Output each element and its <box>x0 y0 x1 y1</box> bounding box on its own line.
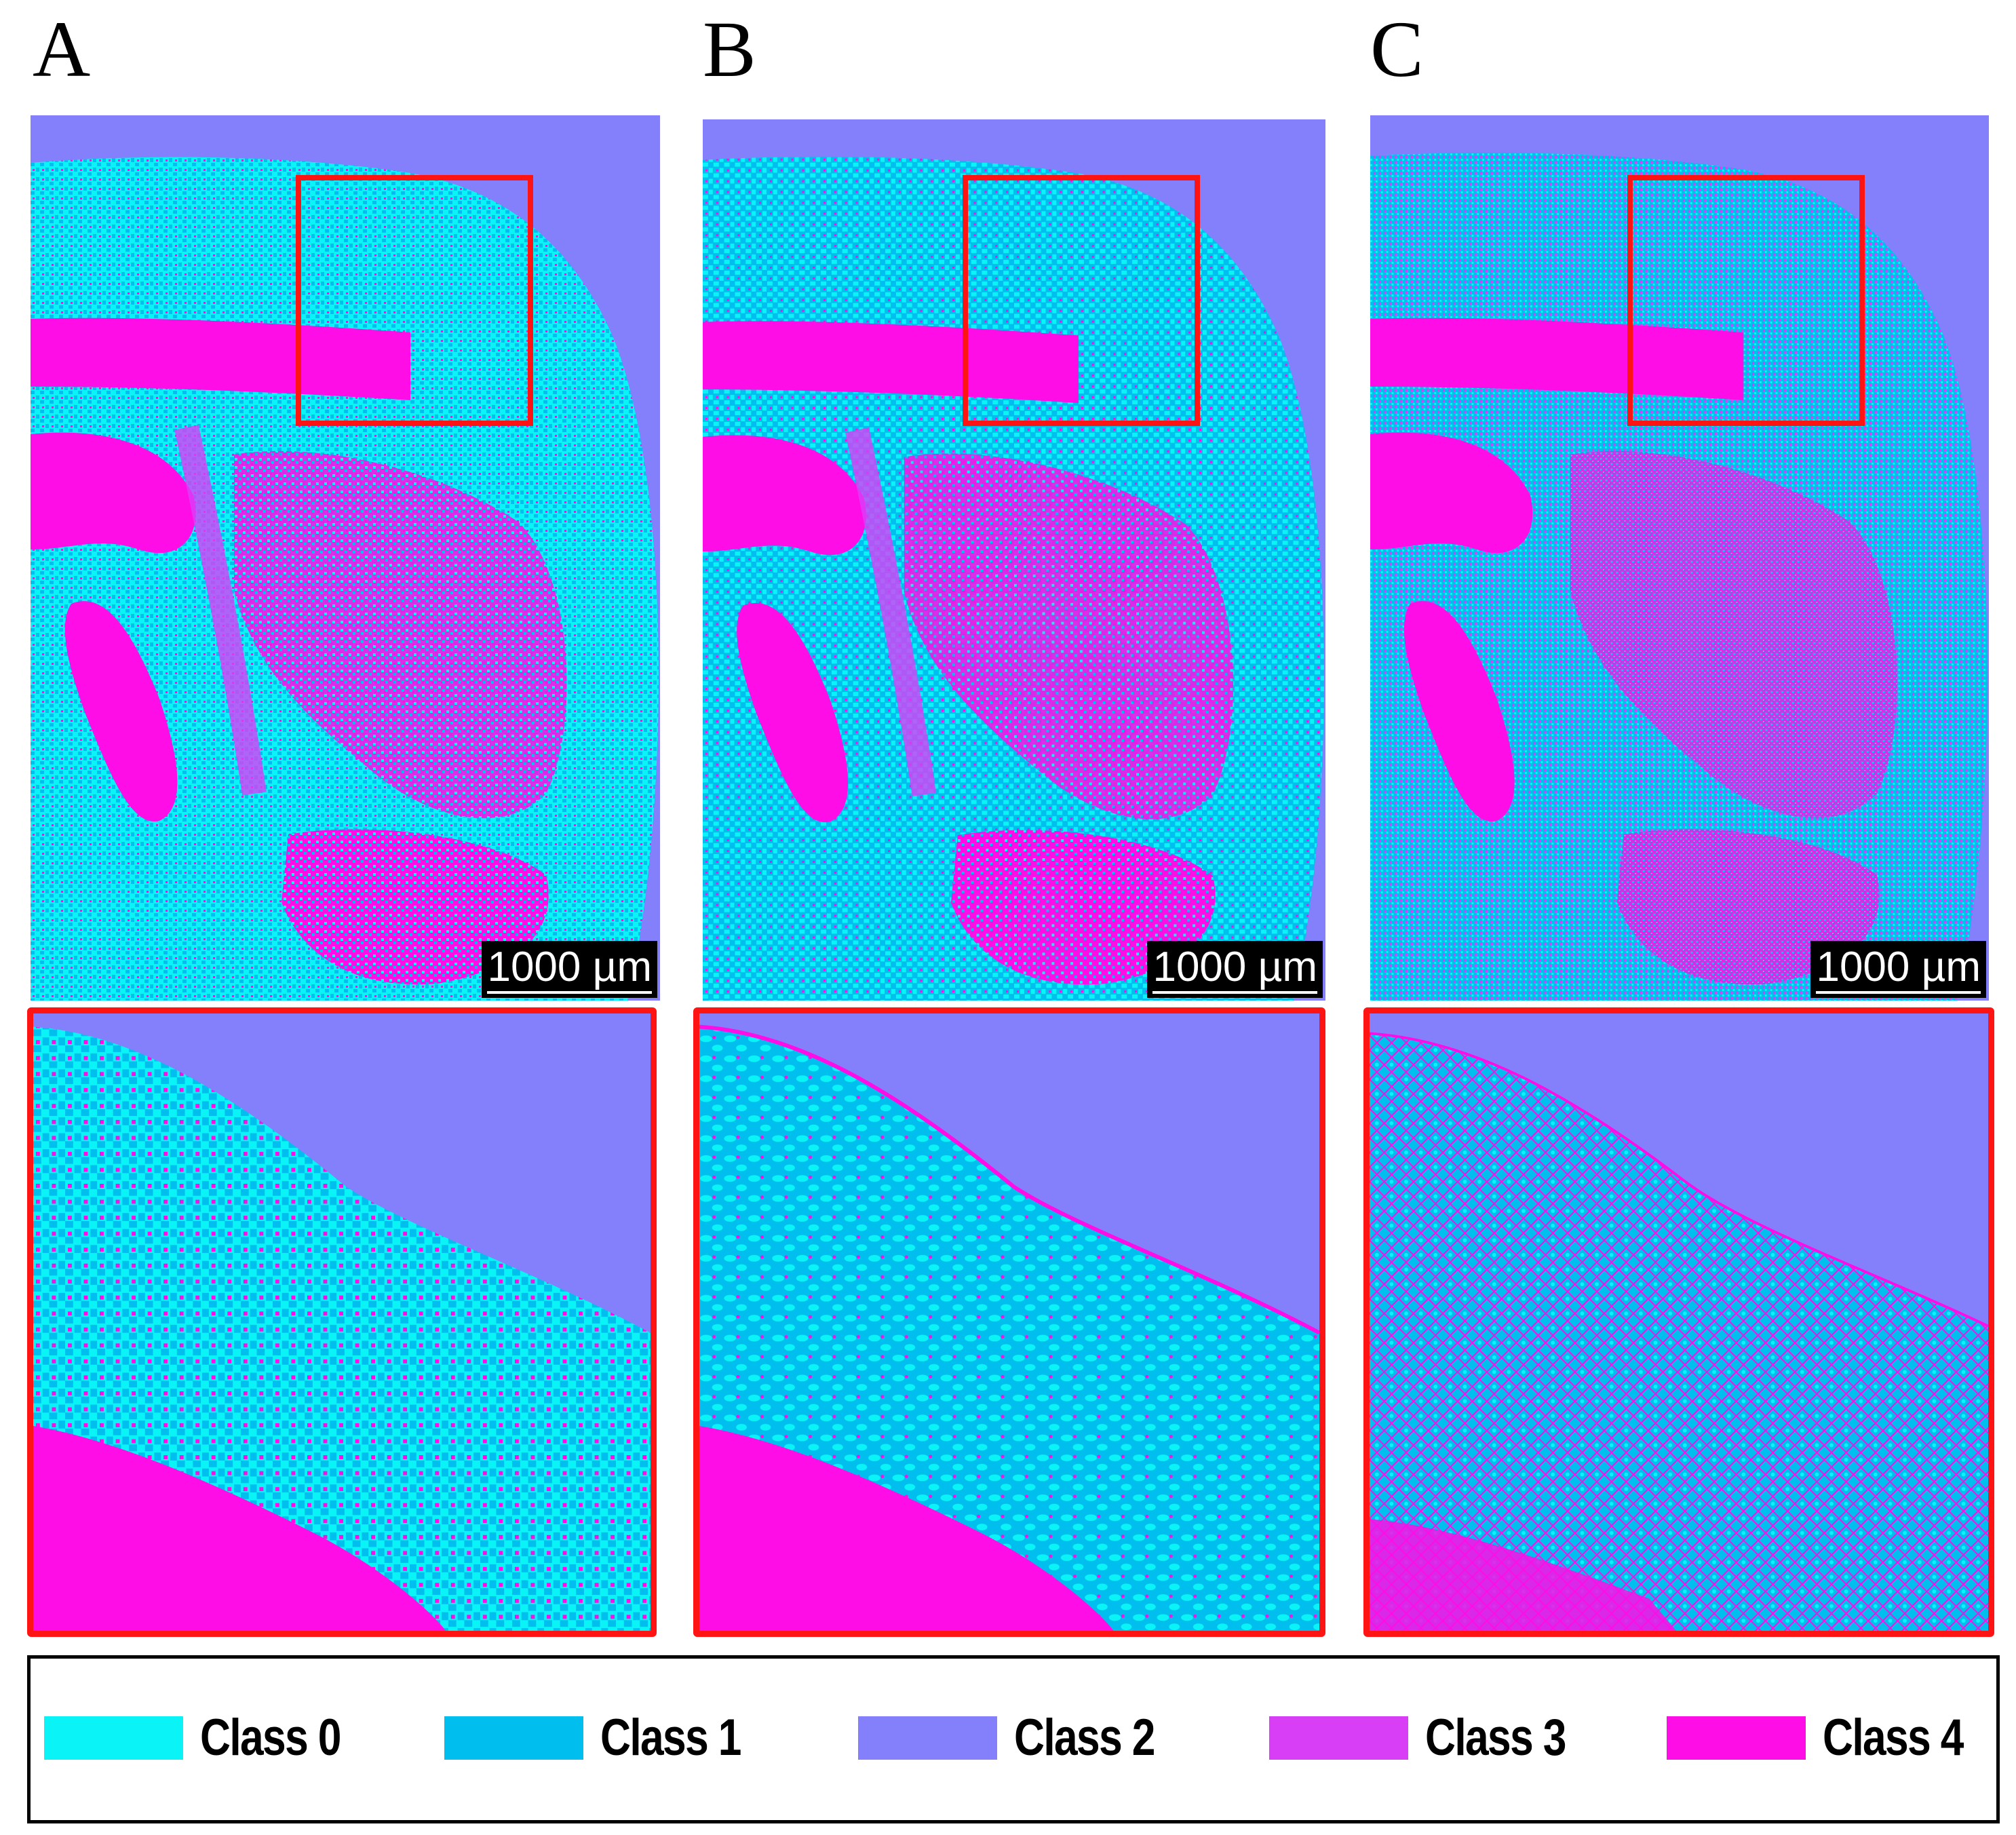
legend-label-class-4: Class 4 <box>1823 1709 1964 1766</box>
roi-box-a <box>296 175 533 426</box>
panel-label-b: B <box>703 5 756 94</box>
scale-bar-line-a <box>487 991 652 994</box>
scale-bar-a: 1000 µm <box>482 941 657 998</box>
zoom-view-a <box>27 1007 657 1637</box>
segmentation-image-a <box>31 115 660 1001</box>
overview-map-c: 1000 µm <box>1370 115 1989 1001</box>
roi-box-c <box>1627 175 1865 426</box>
zoom-image-c <box>1370 1013 1988 1631</box>
scale-bar-label-c: 1000 µm <box>1816 944 1981 990</box>
legend-swatch-class-3 <box>1269 1716 1408 1760</box>
legend-swatch-class-4 <box>1667 1716 1806 1760</box>
panel-label-c: C <box>1370 5 1424 94</box>
legend: Class 0 Class 1 Class 2 Class 3 Class 4 <box>27 1655 2000 1823</box>
zoom-image-b <box>699 1013 1319 1631</box>
zoom-image-a <box>33 1013 651 1631</box>
zoom-view-b <box>693 1007 1325 1637</box>
scale-bar-line-b <box>1152 991 1317 994</box>
legend-label-class-3: Class 3 <box>1425 1709 1566 1766</box>
scale-bar-label-b: 1000 µm <box>1152 944 1317 990</box>
overview-map-b: 1000 µm <box>703 119 1325 1001</box>
legend-label-class-1: Class 1 <box>600 1709 741 1766</box>
segmentation-image-c <box>1370 115 1989 1001</box>
zoom-view-c <box>1363 1007 1994 1637</box>
legend-label-class-2: Class 2 <box>1014 1709 1155 1766</box>
legend-swatch-class-0 <box>44 1716 183 1760</box>
segmentation-image-b <box>703 119 1325 1001</box>
scale-bar-b: 1000 µm <box>1147 941 1323 998</box>
scale-bar-c: 1000 µm <box>1810 941 1986 998</box>
legend-label-class-0: Class 0 <box>200 1709 341 1766</box>
legend-swatch-class-1 <box>444 1716 583 1760</box>
scale-bar-line-c <box>1816 991 1981 994</box>
panel-label-a: A <box>33 5 91 94</box>
roi-box-b <box>963 175 1200 426</box>
legend-swatch-class-2 <box>858 1716 997 1760</box>
overview-map-a: 1000 µm <box>31 115 660 1001</box>
scale-bar-label-a: 1000 µm <box>487 944 652 990</box>
